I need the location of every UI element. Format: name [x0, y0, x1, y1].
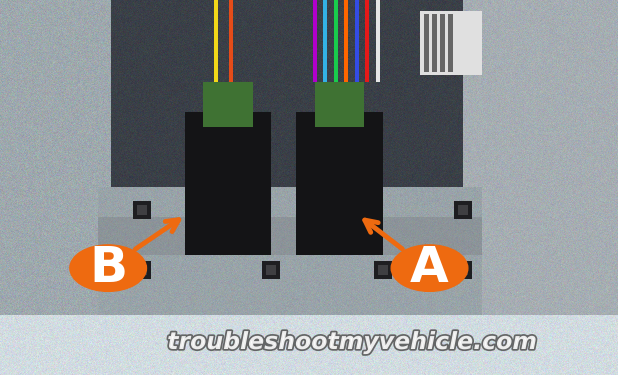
FancyArrowPatch shape — [365, 220, 402, 249]
Circle shape — [70, 245, 146, 291]
FancyArrowPatch shape — [135, 220, 179, 249]
Text: A: A — [410, 244, 449, 292]
Text: troubleshootmyvehicle.com: troubleshootmyvehicle.com — [167, 330, 537, 354]
Text: B: B — [89, 244, 127, 292]
Circle shape — [391, 245, 468, 291]
